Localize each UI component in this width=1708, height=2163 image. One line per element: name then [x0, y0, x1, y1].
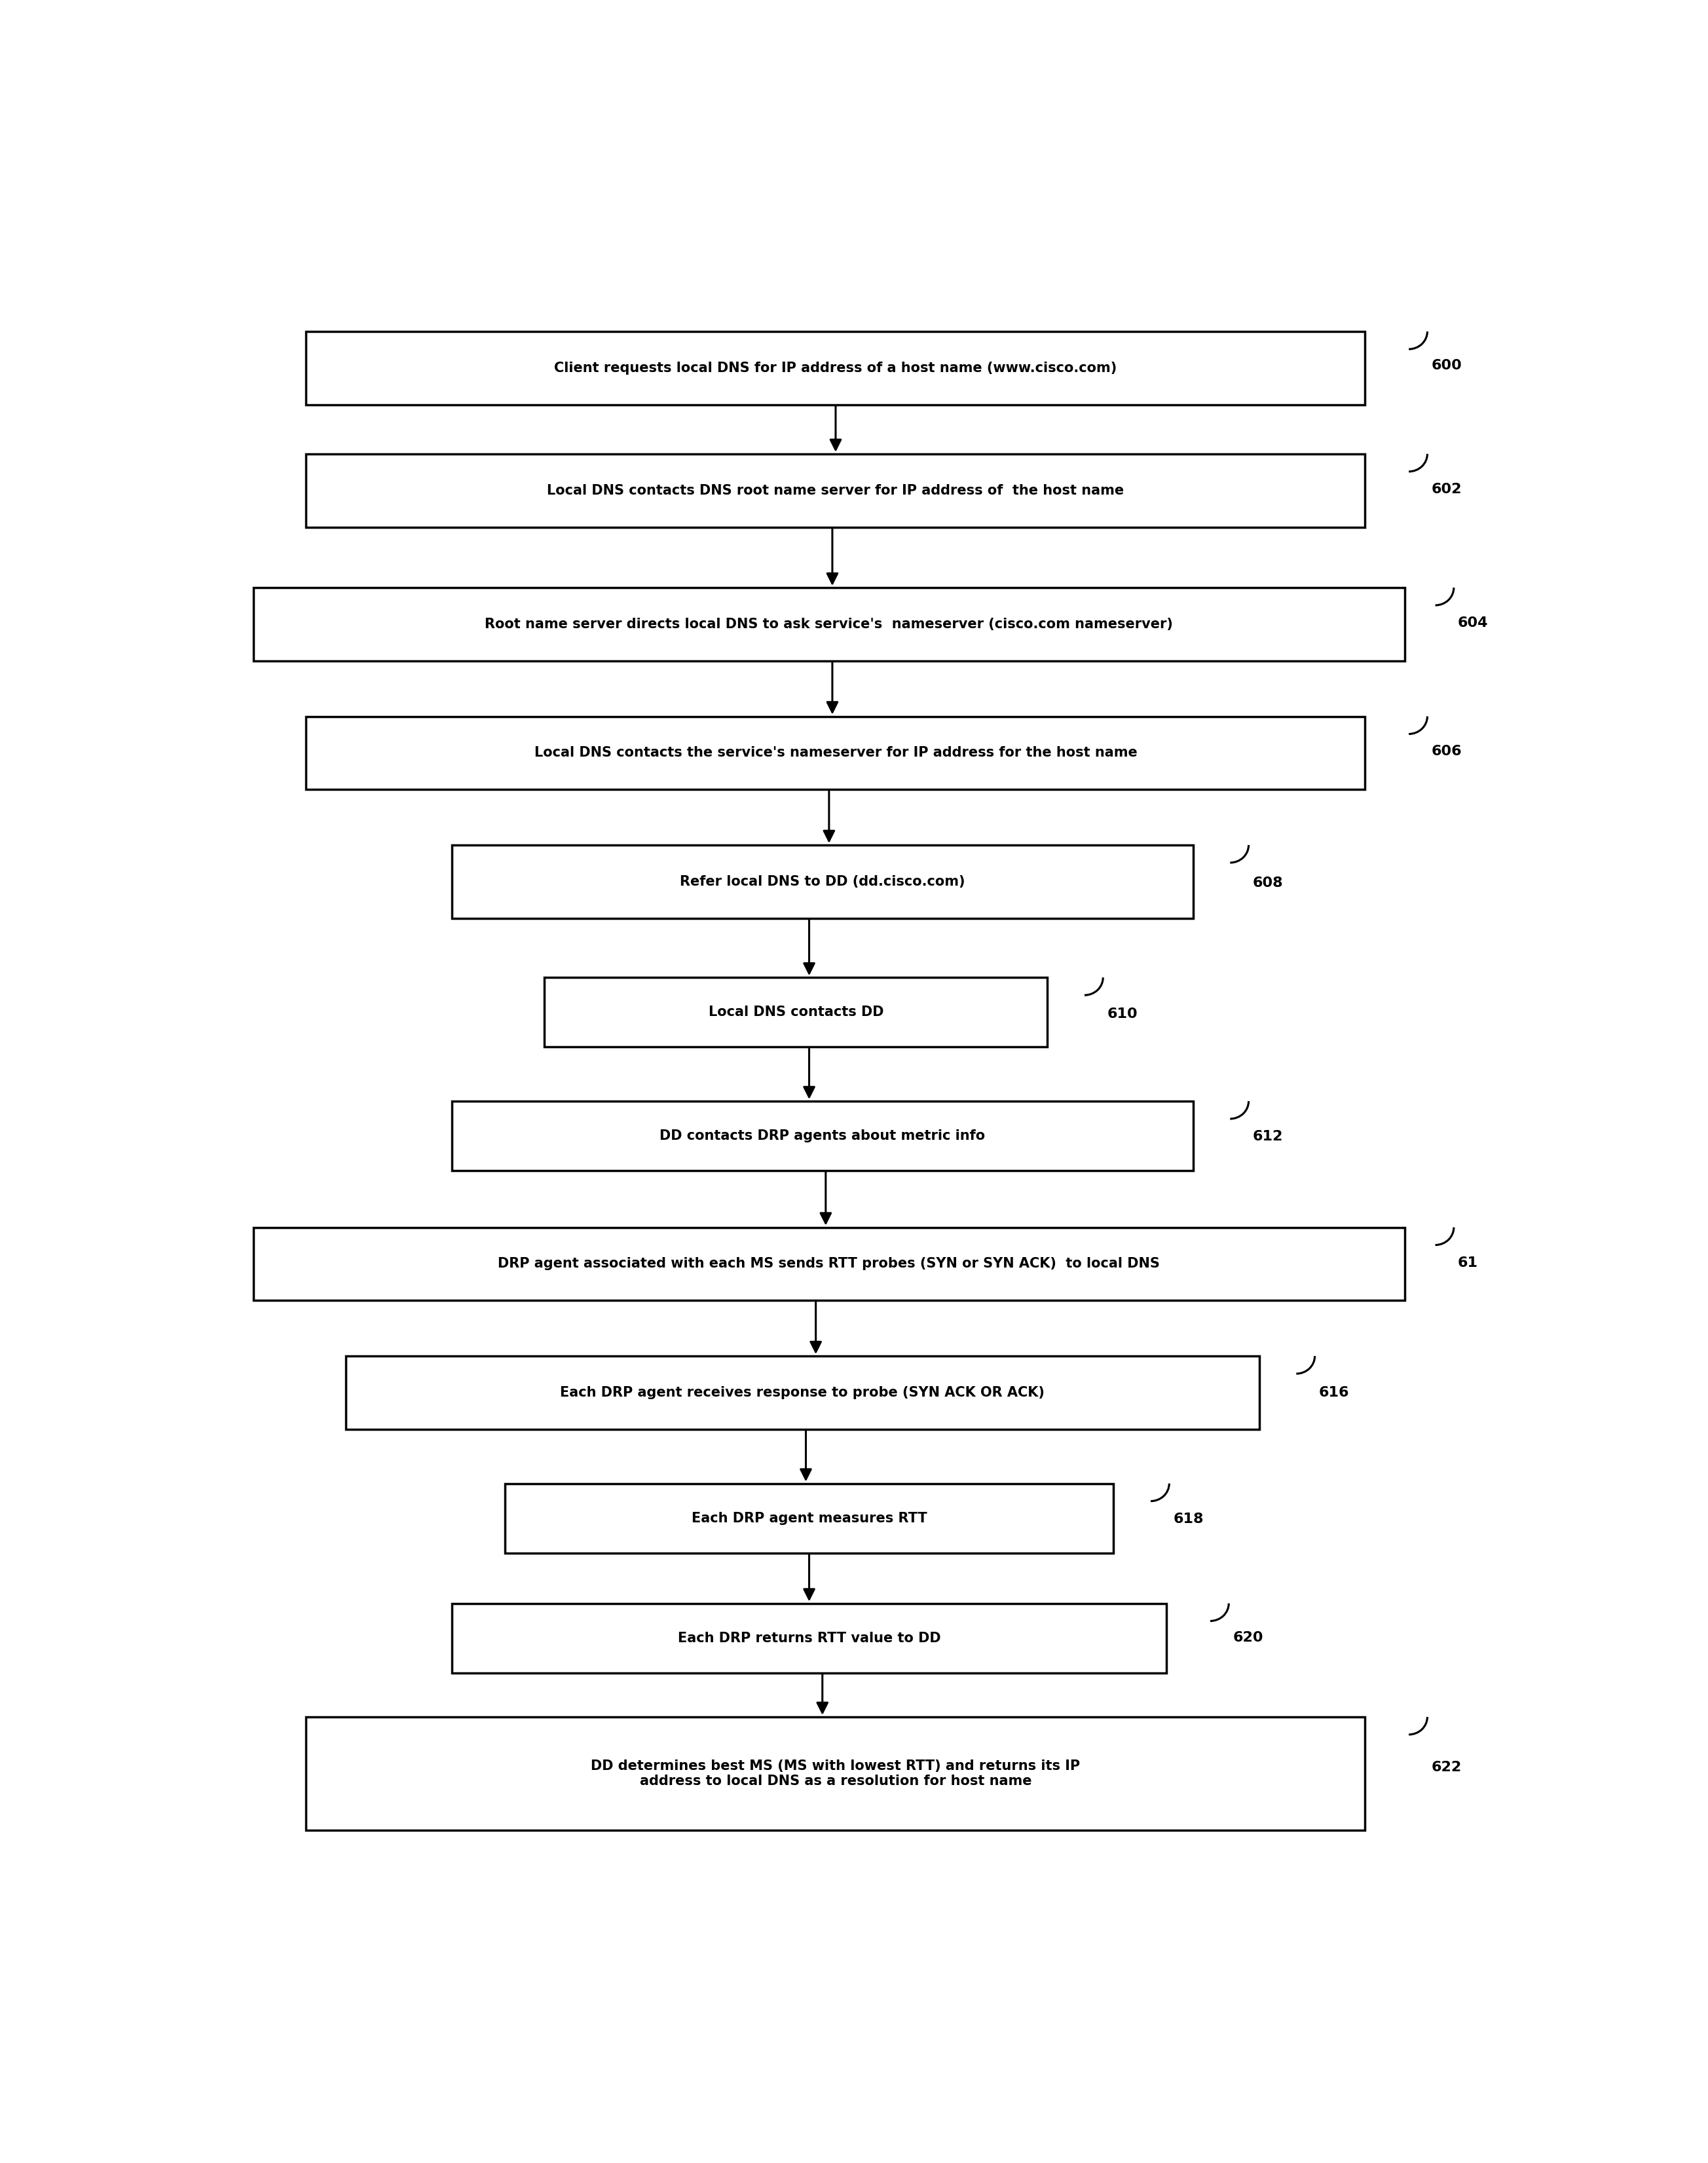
Text: DRP agent associated with each MS sends RTT probes (SYN or SYN ACK)  to local DN: DRP agent associated with each MS sends … — [499, 1257, 1160, 1270]
Bar — [306, 716, 1365, 789]
Bar — [306, 1717, 1365, 1830]
Text: 608: 608 — [1252, 876, 1283, 889]
Text: 620: 620 — [1233, 1631, 1264, 1644]
Text: 61: 61 — [1459, 1257, 1477, 1270]
Text: Root name server directs local DNS to ask service's  nameserver (cisco.com names: Root name server directs local DNS to as… — [485, 619, 1173, 632]
Bar — [545, 978, 1047, 1047]
Text: DD determines best MS (MS with lowest RTT) and returns its IP
address to local D: DD determines best MS (MS with lowest RT… — [591, 1759, 1079, 1789]
Text: Local DNS contacts the service's nameserver for IP address for the host name: Local DNS contacts the service's nameser… — [535, 746, 1138, 759]
Text: Each DRP agent receives response to probe (SYN ACK OR ACK): Each DRP agent receives response to prob… — [560, 1386, 1045, 1399]
Bar — [451, 1603, 1167, 1672]
Text: Each DRP returns RTT value to DD: Each DRP returns RTT value to DD — [678, 1631, 941, 1644]
Text: 616: 616 — [1319, 1386, 1349, 1399]
Text: 618: 618 — [1173, 1512, 1204, 1525]
Text: 600: 600 — [1431, 359, 1462, 372]
Text: Local DNS contacts DNS root name server for IP address of  the host name: Local DNS contacts DNS root name server … — [547, 485, 1124, 497]
Text: 610: 610 — [1107, 1008, 1138, 1021]
Bar — [253, 1226, 1406, 1300]
Bar — [253, 588, 1406, 662]
Text: Client requests local DNS for IP address of a host name (www.cisco.com): Client requests local DNS for IP address… — [555, 361, 1117, 374]
Text: Each DRP agent measures RTT: Each DRP agent measures RTT — [692, 1512, 927, 1525]
Text: Local DNS contacts DD: Local DNS contacts DD — [709, 1006, 883, 1019]
Bar — [451, 1101, 1194, 1170]
Bar — [506, 1484, 1114, 1553]
Bar — [306, 331, 1365, 404]
Bar — [451, 846, 1194, 919]
Text: 606: 606 — [1431, 744, 1462, 759]
Bar — [306, 454, 1365, 528]
Text: DD contacts DRP agents about metric info: DD contacts DRP agents about metric info — [659, 1129, 986, 1142]
Text: 604: 604 — [1459, 616, 1488, 629]
Text: 602: 602 — [1431, 482, 1462, 495]
Text: Refer local DNS to DD (dd.cisco.com): Refer local DNS to DD (dd.cisco.com) — [680, 876, 965, 889]
Bar — [345, 1356, 1259, 1430]
Text: 622: 622 — [1431, 1761, 1462, 1774]
Text: 612: 612 — [1252, 1129, 1283, 1142]
